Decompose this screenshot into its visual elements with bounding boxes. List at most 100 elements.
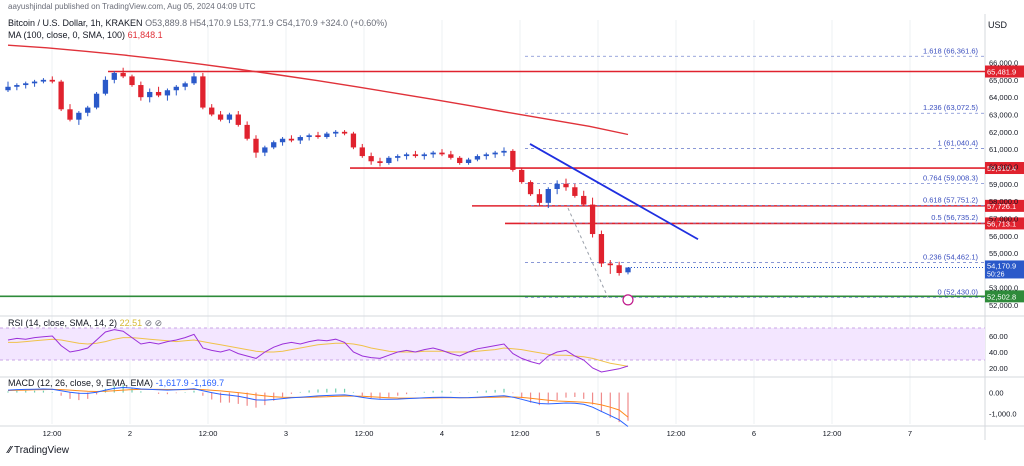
fib-label: 0.5 (56,735.2) bbox=[931, 213, 978, 222]
macd-tick-label: 0.00 bbox=[989, 389, 1004, 398]
price-level-label: 59,910.4 bbox=[987, 164, 1016, 173]
publish-line: aayushjindal published on TradingView.co… bbox=[8, 2, 256, 11]
candle-body bbox=[182, 83, 188, 87]
time-tick-label: 12:00 bbox=[511, 429, 530, 438]
ma-value: 61,848.1 bbox=[127, 30, 163, 40]
price-level-tag bbox=[985, 199, 1024, 212]
candle-body bbox=[430, 152, 436, 155]
candle-body bbox=[359, 147, 365, 157]
price-tick-label: 65,000.0 bbox=[989, 76, 1018, 85]
price-level-tag bbox=[985, 65, 1024, 78]
candle-body bbox=[5, 86, 11, 91]
price-tick-label: 62,000.0 bbox=[989, 128, 1018, 137]
candle-body bbox=[324, 133, 330, 138]
price-tick-label: 55,000.0 bbox=[989, 249, 1018, 258]
candle-body bbox=[76, 112, 82, 120]
price-tick-label: 63,000.0 bbox=[989, 110, 1018, 119]
candle-body bbox=[465, 159, 472, 164]
candle-body bbox=[625, 267, 631, 273]
price-tick-label: 58,000.0 bbox=[989, 197, 1018, 206]
bearish-trend-line bbox=[529, 143, 699, 241]
candle-body bbox=[262, 147, 268, 153]
candle-body bbox=[253, 138, 259, 153]
time-tick-label: 4 bbox=[440, 429, 444, 438]
fib-label: 0.764 (59,008.3) bbox=[923, 174, 979, 183]
candle-body bbox=[536, 194, 543, 203]
candle-body bbox=[120, 72, 126, 77]
candle-body bbox=[288, 138, 295, 141]
ma-label: MA (100, close, 0, SMA, 100) bbox=[8, 30, 126, 40]
current-price-label: 54,170.9 bbox=[987, 261, 1016, 270]
candle-body bbox=[315, 135, 321, 138]
candle-body bbox=[217, 114, 224, 120]
price-tick-label: 59,000.0 bbox=[989, 180, 1018, 189]
candle-body bbox=[93, 93, 100, 108]
candle-body bbox=[483, 154, 489, 157]
candle-body bbox=[439, 152, 445, 155]
candle-body bbox=[563, 183, 569, 188]
candle-body bbox=[297, 137, 303, 141]
fib-label: 1 (61,040.4) bbox=[938, 138, 979, 147]
macd-line bbox=[7, 386, 629, 427]
brand-text: TradingView bbox=[13, 445, 69, 456]
candle-body bbox=[102, 79, 109, 94]
ma-100-line bbox=[7, 44, 629, 136]
fib-anchor-line bbox=[567, 207, 609, 298]
candle-body bbox=[554, 183, 560, 189]
price-tick-label: 60,000.0 bbox=[989, 162, 1018, 171]
price-tick-label: 61,000.0 bbox=[989, 145, 1018, 154]
rsi-label: RSI (14, close, SMA, 14, 2) bbox=[8, 318, 118, 328]
footer-brand: ⁄⁄ TradingView bbox=[8, 445, 69, 456]
candle-body bbox=[191, 76, 197, 84]
price-tick-label: 66,000.0 bbox=[989, 59, 1018, 68]
candle-body bbox=[386, 157, 392, 164]
candle-body bbox=[85, 107, 91, 113]
time-tick-label: 12:00 bbox=[355, 429, 374, 438]
candle-body bbox=[226, 114, 233, 120]
rsi-tick-label: 20.00 bbox=[989, 364, 1008, 373]
rsi-eye-icon[interactable]: ⊘ ⊘ bbox=[144, 318, 163, 328]
candle-body bbox=[23, 83, 29, 86]
fib-label: 0 (52,430.0) bbox=[938, 288, 979, 297]
price-tick-label: 57,000.0 bbox=[989, 214, 1018, 223]
candle-body bbox=[510, 150, 516, 170]
time-tick-label: 7 bbox=[908, 429, 912, 438]
ohlc-values: O53,889.8 H54,170.9 L53,771.9 C54,170.9 … bbox=[145, 18, 388, 28]
candle-body bbox=[341, 131, 348, 134]
rsi-ma-line bbox=[8, 337, 629, 367]
time-tick-label: 5 bbox=[596, 429, 600, 438]
candle-body bbox=[147, 91, 153, 98]
candle-body bbox=[545, 188, 551, 203]
macd-values: -1,617.9 -1,169.7 bbox=[155, 378, 225, 388]
price-tick-label: 56,000.0 bbox=[989, 232, 1018, 241]
price-tick-label: 52,000.0 bbox=[989, 301, 1018, 310]
macd-label: MACD (12, 26, close, 9, EMA, EMA) bbox=[8, 378, 154, 388]
candle-body bbox=[368, 156, 374, 162]
candle-body bbox=[527, 182, 534, 195]
current-price-tag bbox=[985, 260, 1024, 279]
currency-label: USD bbox=[988, 20, 1008, 30]
price-level-label: 65,481.9 bbox=[987, 67, 1016, 76]
candle-body bbox=[607, 263, 613, 266]
candle-body bbox=[589, 204, 596, 235]
candle-body bbox=[616, 265, 622, 274]
candle-body bbox=[333, 131, 339, 134]
tradingview-logo-icon: ⁄⁄ bbox=[8, 445, 12, 456]
candle-body bbox=[49, 79, 55, 82]
time-tick-label: 12:00 bbox=[43, 429, 62, 438]
candle-body bbox=[164, 90, 171, 96]
candle-body bbox=[244, 124, 250, 139]
candle-body bbox=[457, 157, 463, 164]
candle-body bbox=[235, 114, 241, 125]
event-icon bbox=[622, 294, 634, 306]
candle-body bbox=[271, 142, 277, 148]
candle-body bbox=[350, 133, 357, 148]
rsi-tick-label: 60.00 bbox=[989, 332, 1008, 341]
ma-legend: MA (100, close, 0, SMA, 100) 61,848.1 bbox=[8, 30, 163, 40]
time-tick-label: 6 bbox=[752, 429, 756, 438]
candle-body bbox=[279, 138, 286, 143]
time-tick-label: 3 bbox=[284, 429, 288, 438]
candle-body bbox=[58, 81, 64, 110]
